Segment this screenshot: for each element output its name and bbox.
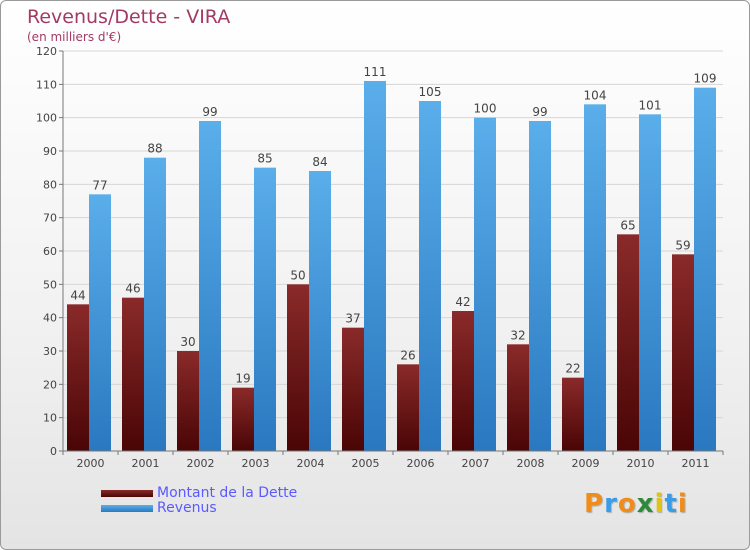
data-label-revenus: 100 bbox=[474, 102, 497, 116]
bar-revenus bbox=[309, 171, 331, 451]
data-label-revenus: 85 bbox=[257, 152, 272, 166]
x-tick-label: 2006 bbox=[407, 457, 435, 470]
bar-debt bbox=[122, 297, 144, 451]
data-label-debt: 30 bbox=[180, 335, 195, 349]
data-label-debt: 44 bbox=[70, 288, 85, 302]
x-tick-label: 2001 bbox=[132, 457, 160, 470]
logo-letter: t bbox=[664, 489, 678, 519]
data-label-revenus: 88 bbox=[147, 142, 162, 156]
y-tick-label: 90 bbox=[43, 145, 57, 158]
bar-revenus bbox=[474, 117, 496, 452]
logo-letter: P bbox=[584, 489, 605, 519]
logo-letter: i bbox=[654, 489, 665, 519]
bar-debt bbox=[562, 377, 584, 451]
data-label-revenus: 109 bbox=[694, 72, 717, 86]
legend-swatch-debt bbox=[101, 490, 153, 497]
x-tick-label: 2008 bbox=[517, 457, 545, 470]
x-tick-label: 2011 bbox=[682, 457, 710, 470]
bar-revenus bbox=[144, 157, 166, 451]
data-label-revenus: 99 bbox=[202, 105, 217, 119]
y-tick-label: 0 bbox=[50, 445, 57, 458]
data-label-revenus: 84 bbox=[312, 155, 327, 169]
bar-debt bbox=[397, 364, 419, 451]
bar-revenus bbox=[199, 121, 221, 451]
logo-letter: x bbox=[636, 489, 655, 519]
y-tick-label: 40 bbox=[43, 312, 57, 325]
y-tick-label: 30 bbox=[43, 345, 57, 358]
bar-revenus bbox=[529, 121, 551, 451]
y-tick-label: 60 bbox=[43, 245, 57, 258]
bar-revenus bbox=[694, 87, 716, 452]
bar-revenus bbox=[254, 167, 276, 451]
data-label-debt: 37 bbox=[345, 312, 360, 326]
proxiti-logo: Proxiti bbox=[584, 489, 688, 519]
bar-debt bbox=[507, 344, 529, 451]
legend-item-debt: Montant de la Dette bbox=[101, 485, 361, 502]
logo-letter: o bbox=[617, 489, 637, 519]
x-tick-label: 2000 bbox=[77, 457, 105, 470]
x-tick-label: 2005 bbox=[352, 457, 380, 470]
y-tick-label: 20 bbox=[43, 378, 57, 391]
chart-subtitle: (en milliers d'€) bbox=[27, 30, 122, 44]
bar-revenus bbox=[584, 104, 606, 451]
x-tick-label: 2004 bbox=[297, 457, 325, 470]
bar-debt bbox=[672, 254, 694, 451]
bar-revenus bbox=[89, 194, 111, 452]
bar-debt bbox=[342, 327, 364, 451]
data-label-debt: 50 bbox=[290, 268, 305, 282]
x-tick-label: 2009 bbox=[572, 457, 600, 470]
y-tick-label: 120 bbox=[36, 45, 57, 58]
data-label-debt: 42 bbox=[455, 295, 470, 309]
data-label-debt: 32 bbox=[510, 328, 525, 342]
data-label-revenus: 77 bbox=[92, 178, 107, 192]
y-tick-label: 70 bbox=[43, 212, 57, 225]
y-tick-label: 50 bbox=[43, 278, 57, 291]
data-label-debt: 19 bbox=[235, 372, 250, 386]
legend: Montant de la Dette Revenus bbox=[101, 485, 361, 517]
legend-item-revenus: Revenus bbox=[101, 500, 361, 517]
data-label-debt: 59 bbox=[675, 238, 690, 252]
bar-revenus bbox=[639, 114, 661, 451]
bar-debt bbox=[232, 387, 254, 451]
bar-revenus bbox=[419, 101, 441, 451]
x-tick-label: 2007 bbox=[462, 457, 490, 470]
x-tick-label: 2010 bbox=[627, 457, 655, 470]
data-label-revenus: 111 bbox=[364, 65, 387, 79]
x-tick-label: 2002 bbox=[187, 457, 215, 470]
chart-title: Revenus/Dette - VIRA bbox=[27, 6, 231, 28]
legend-label-debt: Montant de la Dette bbox=[157, 485, 298, 501]
data-label-debt: 65 bbox=[620, 218, 635, 232]
data-label-debt: 26 bbox=[400, 348, 415, 362]
data-label-debt: 46 bbox=[125, 282, 140, 296]
data-label-revenus: 99 bbox=[532, 105, 547, 119]
bar-debt bbox=[67, 304, 89, 451]
bar-debt bbox=[177, 351, 199, 451]
bar-debt bbox=[287, 284, 309, 451]
y-tick-label: 80 bbox=[43, 178, 57, 191]
logo-letter: i bbox=[677, 489, 688, 519]
data-label-revenus: 101 bbox=[639, 98, 662, 112]
data-label-revenus: 104 bbox=[584, 88, 607, 102]
y-tick-label: 100 bbox=[36, 112, 57, 125]
y-tick-label: 110 bbox=[36, 78, 57, 91]
logo-letter: r bbox=[604, 489, 618, 519]
bar-debt bbox=[617, 234, 639, 451]
x-tick-label: 2003 bbox=[242, 457, 270, 470]
data-label-debt: 22 bbox=[565, 362, 580, 376]
legend-swatch-revenus bbox=[101, 505, 153, 512]
legend-label-revenus: Revenus bbox=[157, 500, 217, 516]
y-tick-label: 10 bbox=[43, 412, 57, 425]
data-label-revenus: 105 bbox=[419, 85, 442, 99]
bar-revenus bbox=[364, 81, 386, 451]
bar-debt bbox=[452, 311, 474, 451]
